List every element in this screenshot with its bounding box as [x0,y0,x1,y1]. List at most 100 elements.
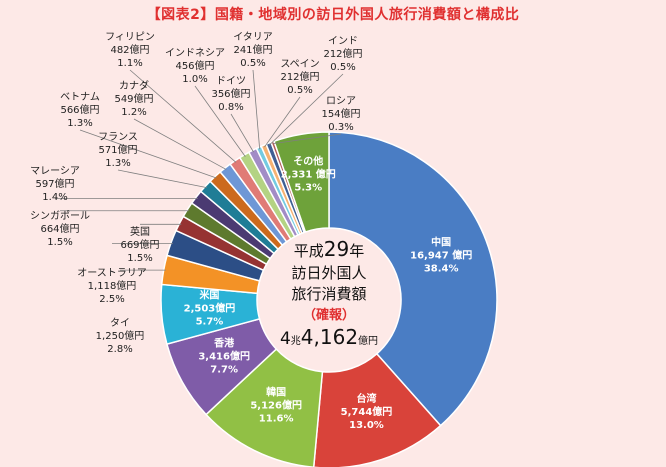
slice-2-label-line: 台湾 [356,392,376,405]
slice-21-label-line: 2,331 億円 [281,168,336,181]
center-total: 4兆4,162億円 [280,325,378,349]
slice-5-label-line: 2,503億円 [184,301,236,314]
slice-21 [273,131,330,233]
slice-1-label-line: 38.4% [424,263,459,274]
slice-4-label: 香港3,416億円 7.7% [198,336,250,375]
slice-2 [312,352,442,467]
slice-7-label-line: 2.5% [99,294,124,305]
slice-8-label-line: 英国 [130,225,150,238]
slice-15-label-line: インドネシア [165,47,225,59]
slice-2-label-line: 5,744億円 [341,405,393,418]
slice-20-label-line: 0.3% [328,122,353,133]
slice-18-leader [264,96,301,148]
slice-1-label-line: 16,947 億円 [410,248,472,261]
slice-3-label-line: 5,126億円 [250,399,302,412]
slice-6-label-line: 2.8% [107,344,132,355]
slice-6-label: タイ1,250億円 2.8% [96,317,145,355]
slice-10-label-line: 1.4% [42,192,67,203]
slice-3-label-line: 11.6% [259,414,294,425]
slice-4-label-line: 3,416億円 [198,349,250,362]
slice-17-leader [252,69,261,150]
slice-8-label-line: 1.5% [127,253,152,264]
slice-13-label-line: カナダ [119,79,149,92]
slice-21-label-line: 5.3% [294,183,322,194]
slice-6-label-line: 1,250億円 [96,329,145,342]
slice-3-label: 韓国5,126億円 11.6% [250,386,302,425]
slice-21-label-line: その他 [293,155,323,168]
slice-5-label-line: 5.7% [196,316,224,327]
slice-2-label: 台湾5,744億円 13.0% [341,392,393,431]
slice-11-label-line: 571億円 [98,143,137,156]
slice-4-label-line: 香港 [214,336,235,349]
slice-13-label-line: 1.2% [121,107,146,118]
slice-14-label-line: フィリピン [105,31,155,43]
center-line-2: 訪日外国人 [291,264,366,282]
slice-18-label-line: 212億円 [280,70,319,83]
slice-4-label-line: 7.7% [210,364,238,375]
slice-18-label-line: スペイン [280,59,319,70]
slice-10-label-line: 597億円 [35,177,74,190]
center-line-3: 旅行消費額 [291,285,366,303]
slice-15-leader [194,85,246,157]
slice-14-label-line: 482億円 [110,43,149,56]
slice-11-label-line: 1.3% [105,158,130,169]
slice-11-label-line: フランス [98,131,138,143]
center-year: 平成29年 [294,237,364,261]
center-confirmed: （確報） [303,307,355,323]
slice-10-label-line: マレーシア [30,166,80,177]
slice-17-label-line: 0.5% [240,58,265,69]
slice-16-label-line: 0.8% [218,102,243,113]
slice-19-leader [269,73,344,146]
slice-5-label-line: 米国 [199,288,219,301]
slice-16-label-line: ドイツ [216,76,246,87]
slice-15-label-line: 456億円 [175,59,214,72]
slice-8-label-line: 669億円 [120,238,159,251]
slice-13-leader [133,118,227,170]
slice-5-label: 米国2,503億円 5.7% [184,288,236,327]
slice-12-label-line: 566億円 [60,103,99,116]
slice-15-label-line: 1.0% [182,74,207,85]
slice-2-label-line: 13.0% [349,420,384,431]
slice-12-label-line: ベトナム [60,91,100,103]
slice-19-label-line: 212億円 [323,47,362,60]
chart-title: 【図表2】国籍・地域別の訪日外国人旅行消費額と構成比 [146,7,520,23]
slice-12-leader [79,129,217,179]
slice-19-label-line: 0.5% [330,62,355,73]
slice-16-leader [230,113,254,153]
slice-20-label-line: ロシア [326,96,356,107]
slice-17-label-line: イタリア [233,31,273,43]
slice-9-label-line: シンガポール [30,210,90,222]
slice-16-label-line: 356億円 [211,87,250,100]
slice-12-label-line: 1.3% [67,118,92,129]
slice-17-label-line: 241億円 [233,43,272,56]
slice-14-leader [129,69,237,163]
slice-3-label-line: 韓国 [266,386,286,399]
slice-1-label-line: 中国 [431,235,451,248]
slice-20-label-line: 154億円 [321,107,360,120]
slice-9-label-line: 1.5% [47,237,72,248]
slice-7-label-line: 1,118億円 [88,279,137,292]
slice-9-label-line: 664億円 [40,222,79,235]
center-label: 平成29年 訪日外国人 旅行消費額 （確報） 4兆4,162億円 [280,237,378,349]
slice-19-label-line: インド [328,36,358,47]
slice-7-label-line: オーストラリア [77,267,147,279]
slice-1 [328,131,498,427]
slice-6-label-line: タイ [110,317,130,329]
